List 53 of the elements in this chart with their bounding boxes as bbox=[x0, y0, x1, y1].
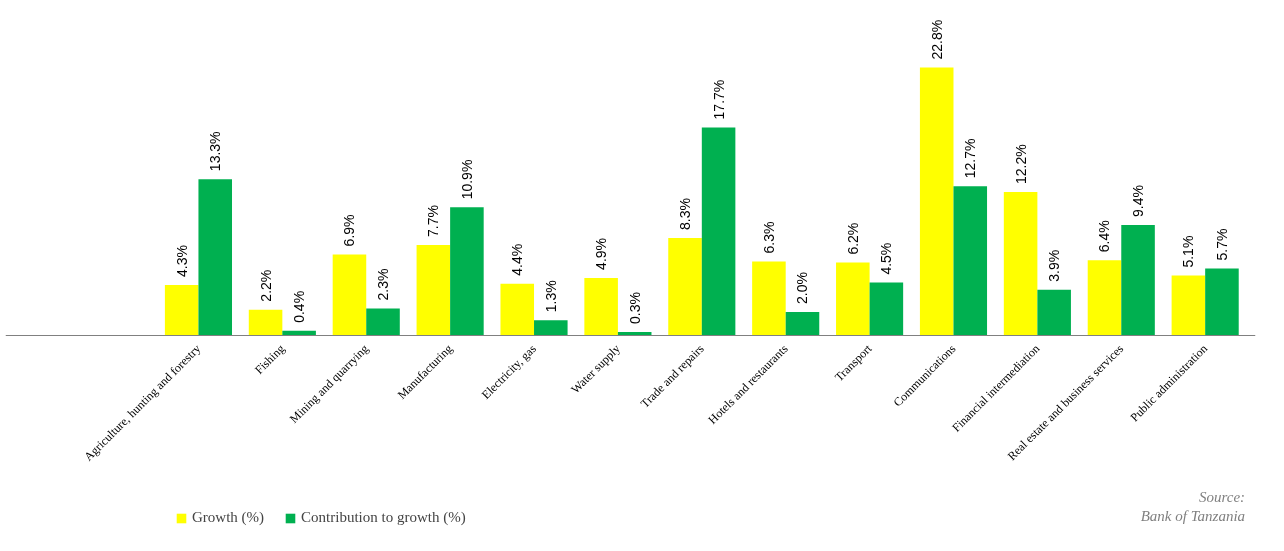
data-label: 1.3% bbox=[542, 280, 559, 313]
data-label: 6.4% bbox=[1096, 220, 1113, 253]
bar bbox=[1037, 289, 1071, 336]
data-label: 6.2% bbox=[844, 222, 861, 255]
data-label: 2.2% bbox=[257, 269, 274, 302]
data-label: 0.4% bbox=[291, 290, 308, 323]
bar bbox=[701, 127, 736, 336]
legend-label: Contribution to growth (%) bbox=[301, 509, 466, 526]
data-label: 7.7% bbox=[425, 205, 442, 237]
data-label: 5.7% bbox=[1213, 228, 1230, 261]
bar bbox=[332, 254, 367, 336]
bar bbox=[1003, 192, 1038, 336]
bar bbox=[198, 179, 233, 336]
bar bbox=[1121, 225, 1155, 336]
data-label: 12.2% bbox=[1012, 144, 1029, 185]
bar bbox=[164, 284, 199, 336]
data-label: 5.1% bbox=[1180, 235, 1197, 268]
data-label: 4.3% bbox=[173, 245, 190, 277]
data-label: 4.4% bbox=[509, 243, 526, 276]
bar bbox=[668, 237, 702, 336]
bar bbox=[953, 186, 988, 336]
bar bbox=[1087, 260, 1122, 336]
bar bbox=[1171, 275, 1206, 336]
bar bbox=[869, 282, 904, 336]
bar bbox=[416, 244, 451, 336]
data-label: 3.9% bbox=[1046, 249, 1063, 282]
data-label: 17.7% bbox=[710, 79, 727, 120]
data-label: 22.8% bbox=[928, 19, 945, 60]
data-label: 0.3% bbox=[626, 292, 643, 324]
bar bbox=[584, 277, 618, 336]
bar bbox=[836, 262, 870, 336]
bar bbox=[248, 309, 283, 336]
legend-label: Growth (%) bbox=[192, 509, 265, 526]
data-label: 9.4% bbox=[1130, 185, 1147, 217]
data-label: 4.5% bbox=[878, 242, 895, 275]
bar bbox=[366, 308, 400, 336]
bar bbox=[919, 67, 954, 336]
data-label: 4.9% bbox=[593, 237, 610, 270]
bar bbox=[752, 261, 786, 336]
bar bbox=[450, 207, 484, 336]
data-label: 2.0% bbox=[794, 272, 811, 304]
bar bbox=[500, 283, 535, 336]
bar bbox=[1205, 268, 1239, 336]
bar bbox=[785, 312, 820, 336]
bar bbox=[534, 320, 568, 336]
data-label: 13.3% bbox=[207, 131, 224, 172]
data-label: 6.3% bbox=[760, 221, 777, 254]
source-note: Source: Bank of Tanzania bbox=[1140, 489, 1246, 525]
data-label: 6.9% bbox=[341, 214, 358, 247]
data-label: 2.3% bbox=[375, 268, 392, 301]
data-label: 8.3% bbox=[677, 198, 694, 230]
data-label: 10.9% bbox=[458, 159, 475, 200]
data-label: 12.7% bbox=[962, 138, 979, 179]
